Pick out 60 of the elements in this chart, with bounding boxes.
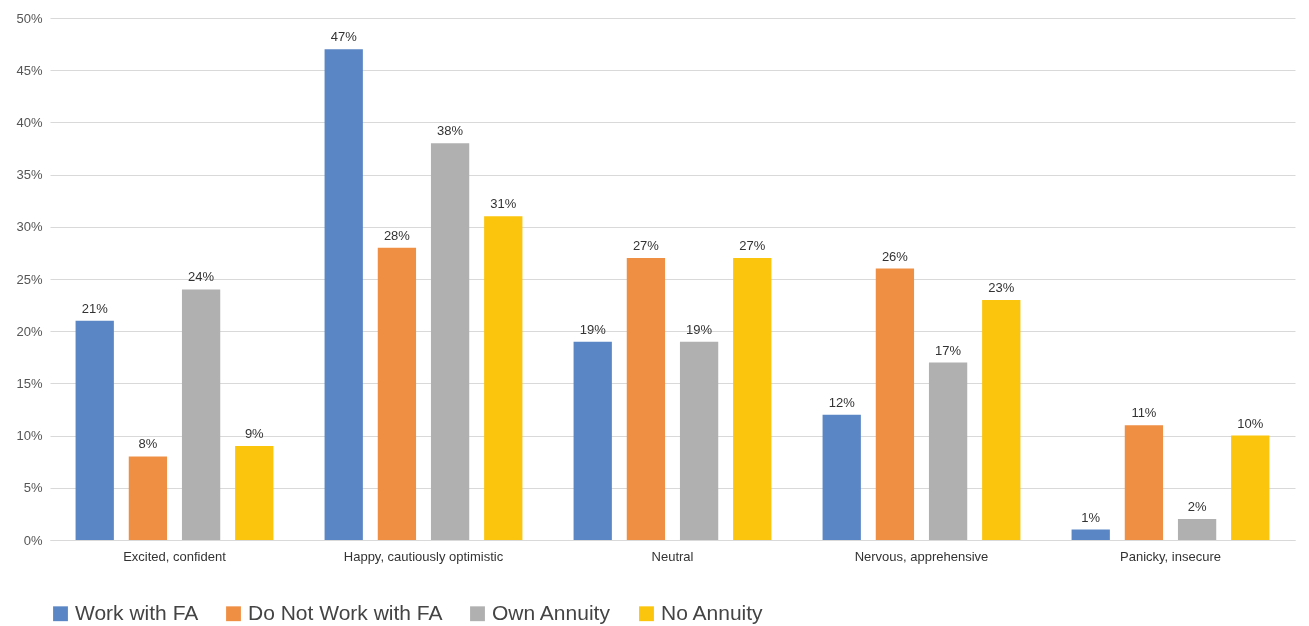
bar — [128, 456, 168, 540]
data-label: 27% — [739, 238, 766, 254]
bar — [626, 258, 666, 540]
bar — [733, 258, 772, 540]
x-tick-label: Excited, confident — [123, 548, 227, 564]
data-label: 1% — [1081, 509, 1101, 525]
x-tick-label: Happy, cautiously optimistic — [343, 548, 504, 564]
data-label: 27% — [632, 238, 660, 254]
data-label: 2% — [1187, 499, 1207, 515]
x-tick-label: Nervous, apprehensive — [854, 548, 989, 564]
bar — [75, 320, 114, 540]
legend-label: Own Annuity — [492, 600, 611, 624]
y-tick-label: 35% — [16, 167, 43, 183]
bar — [1177, 519, 1217, 540]
bar — [1124, 425, 1164, 540]
bar — [679, 341, 719, 540]
bar — [928, 362, 968, 540]
bar — [573, 341, 612, 540]
x-tick-label: Neutral — [651, 548, 694, 564]
data-label: 23% — [988, 279, 1015, 295]
legend-label: Work with FA — [75, 600, 199, 624]
data-label: 21% — [81, 300, 109, 316]
bar — [1231, 435, 1270, 540]
bar — [377, 247, 417, 540]
bar — [430, 143, 470, 540]
y-tick-label: 5% — [23, 480, 43, 496]
bar — [822, 414, 861, 540]
bar — [1071, 529, 1110, 540]
data-label: 8% — [138, 436, 158, 452]
data-label: 19% — [579, 321, 607, 337]
bar — [875, 268, 915, 540]
y-tick-label: 30% — [16, 219, 43, 235]
data-label: 28% — [383, 227, 411, 243]
data-label: 9% — [244, 426, 265, 442]
y-tick-label: 10% — [16, 428, 43, 444]
data-label: 19% — [686, 321, 713, 337]
data-label: 17% — [935, 342, 962, 358]
data-label: 38% — [437, 123, 464, 139]
data-label: 11% — [1131, 405, 1157, 421]
legend-label: Do Not Work with FA — [248, 600, 443, 624]
legend-label: No Annuity — [661, 600, 764, 624]
y-tick-label: 45% — [16, 62, 43, 78]
y-tick-label: 50% — [16, 10, 43, 26]
data-label: 10% — [1237, 415, 1264, 431]
bar — [235, 446, 274, 540]
data-label: 47% — [330, 29, 358, 45]
y-tick-label: 0% — [23, 532, 43, 548]
bar — [484, 216, 523, 540]
data-label: 24% — [188, 269, 215, 285]
y-tick-label: 15% — [16, 375, 43, 391]
data-label: 26% — [881, 248, 909, 264]
x-tick-label: Panicky, insecure — [1120, 548, 1221, 564]
data-label: 31% — [490, 196, 517, 212]
data-label: 12% — [828, 394, 856, 410]
y-tick-label: 20% — [16, 323, 43, 339]
bar — [982, 299, 1021, 540]
y-tick-label: 40% — [16, 114, 43, 130]
bar — [324, 49, 363, 540]
y-tick-label: 25% — [16, 271, 43, 287]
bar — [181, 289, 221, 540]
